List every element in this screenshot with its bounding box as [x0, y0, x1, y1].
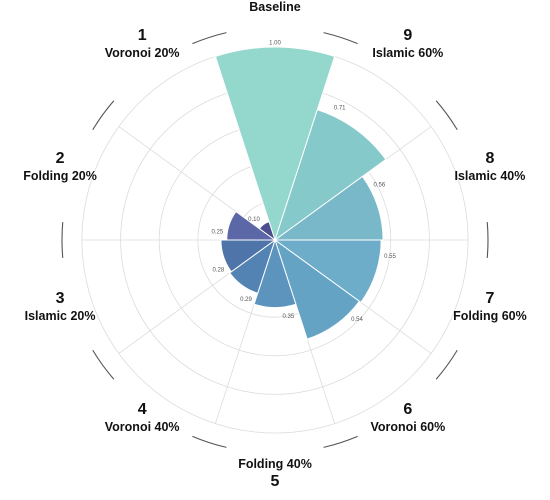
category-number: 7: [485, 290, 494, 307]
category-labels-layer: Baseline 9 Islamic 60% 8 Islamic 40% 7 Folding…: [23, 0, 527, 490]
bar-islamic-40: [273, 175, 384, 241]
category-number: 8: [485, 150, 494, 167]
bars-layer: [214, 46, 387, 340]
category-name: Voronoi 40%: [105, 420, 180, 434]
value-label: 0.10: [248, 217, 260, 223]
category-number: 1: [138, 27, 147, 44]
outer-ring-arc: [323, 32, 358, 45]
category-label: 3 Islamic 20%: [25, 290, 96, 323]
category-name: Folding 20%: [23, 169, 97, 183]
category-name: Islamic 40%: [454, 169, 525, 183]
category-label: 7 Folding 60%: [453, 290, 527, 323]
bar-folding-20: [226, 210, 277, 241]
bar-voronoi-20: [258, 221, 276, 242]
category-label: 2 Folding 20%: [23, 150, 97, 183]
category-label: 9 Islamic 60%: [372, 27, 443, 60]
category-label: 6 Voronoi 60%: [370, 401, 445, 434]
bar-islamic-60: [274, 109, 387, 242]
bar-baseline: [214, 46, 336, 242]
category-number: 3: [56, 290, 65, 307]
category-number: 4: [138, 401, 147, 418]
value-label: 0.71: [334, 106, 346, 112]
category-label: 4 Voronoi 40%: [105, 401, 180, 434]
category-name: Voronoi 60%: [370, 420, 445, 434]
outer-ring-arc: [61, 222, 64, 258]
category-label: 8 Islamic 40%: [454, 150, 525, 183]
value-labels-layer: 1.00 0.71 0.56 0.55 0.54 0.35 0.29 0.28 0.25 0.10: [211, 41, 396, 323]
category-number: 2: [56, 150, 65, 167]
outer-ring-arc: [435, 100, 458, 131]
value-label: 1.00: [269, 41, 281, 47]
value-label: 0.25: [211, 229, 223, 235]
bar-islamic-20: [220, 239, 277, 273]
outer-ring-arc: [92, 349, 115, 380]
bar-voronoi-40: [229, 238, 276, 294]
outer-ring-arc: [192, 32, 227, 45]
category-name: Islamic 60%: [372, 46, 443, 60]
bar-folding-60: [273, 239, 382, 304]
outer-ring-arc: [92, 100, 115, 131]
value-label: 0.55: [384, 254, 396, 260]
category-name: Islamic 20%: [25, 309, 96, 323]
value-label: 0.28: [213, 268, 225, 274]
category-number: 9: [403, 27, 412, 44]
category-number: 5: [271, 473, 280, 490]
value-label: 0.54: [351, 317, 363, 323]
category-name: Folding 60%: [453, 309, 527, 323]
value-label: 0.35: [282, 314, 294, 320]
category-label: 1 Voronoi 20%: [105, 27, 180, 60]
category-number: 6: [403, 401, 412, 418]
outer-ring-arc: [192, 435, 227, 448]
outer-ring-arc: [435, 349, 458, 380]
bar-voronoi-60: [274, 238, 361, 340]
category-label: Folding 40% 5: [238, 457, 312, 490]
bar-folding-40: [253, 238, 297, 308]
outer-ring-arc: [323, 435, 358, 448]
category-name: Baseline: [249, 0, 300, 14]
category-name: Voronoi 20%: [105, 46, 180, 60]
value-label: 0.56: [374, 182, 386, 188]
category-label: Baseline: [249, 0, 300, 14]
outer-ring-arc: [486, 222, 489, 258]
value-label: 0.29: [240, 297, 252, 303]
category-name: Folding 40%: [238, 457, 312, 471]
